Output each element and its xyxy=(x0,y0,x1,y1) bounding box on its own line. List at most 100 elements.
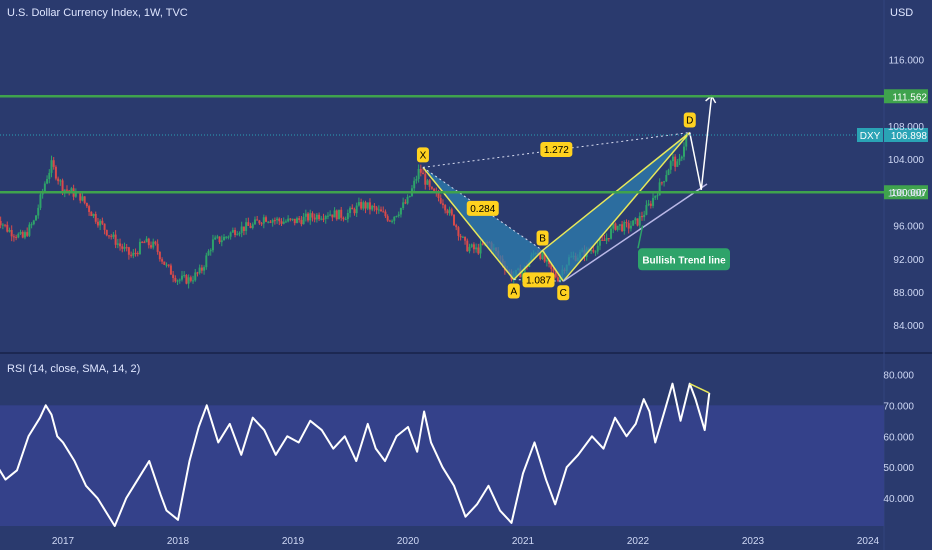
price-tick-label: 84.000 xyxy=(893,321,924,332)
candle-body xyxy=(282,221,285,224)
candle-body xyxy=(331,214,334,218)
candle-body xyxy=(311,213,314,218)
candle-body xyxy=(304,213,307,217)
candle-body xyxy=(1,224,4,226)
candle-body xyxy=(388,220,391,222)
candle-body xyxy=(242,226,245,231)
candle-body xyxy=(46,179,49,184)
candle-body xyxy=(399,208,402,215)
candle-body xyxy=(618,224,621,226)
price-pane-bg xyxy=(0,0,932,352)
candle-body xyxy=(654,195,657,198)
candle-body xyxy=(39,194,42,208)
candle-body xyxy=(375,207,378,211)
current-price-tag xyxy=(884,128,928,143)
candle-body xyxy=(470,244,473,247)
candle-body xyxy=(172,274,175,278)
candle-body xyxy=(338,209,340,220)
candle-body xyxy=(638,216,641,226)
candle-body xyxy=(101,220,104,224)
candle-body xyxy=(293,218,296,224)
candle-body xyxy=(629,225,632,229)
candle-body xyxy=(163,261,166,265)
candle-body xyxy=(214,237,217,240)
candle-body xyxy=(65,189,68,191)
candle-body xyxy=(590,250,593,252)
candle-body xyxy=(234,230,237,235)
candle-body xyxy=(200,267,203,271)
candle-body xyxy=(545,259,548,262)
candle-body xyxy=(114,234,117,245)
candle-body xyxy=(384,211,387,217)
pattern-point-marker xyxy=(416,147,429,163)
candle-body xyxy=(141,241,144,243)
candle-body xyxy=(406,196,409,204)
candle-body xyxy=(450,209,453,215)
candle-body xyxy=(318,214,321,220)
candle-body xyxy=(402,202,405,209)
candle-body xyxy=(278,218,281,222)
candle-body xyxy=(678,158,681,162)
candle-body xyxy=(408,195,411,197)
candle-body xyxy=(161,259,164,262)
candle-body xyxy=(83,196,86,203)
candle-body xyxy=(54,166,57,179)
rsi-divergence-line xyxy=(689,382,710,394)
candle-body xyxy=(397,214,400,217)
ratio-label: 1.087 xyxy=(526,275,551,286)
trend-callout-pointer xyxy=(637,225,644,249)
candle-body xyxy=(625,222,628,224)
candle-body xyxy=(267,221,270,223)
candle-body xyxy=(19,231,22,234)
candle-body xyxy=(324,216,327,219)
candle-body xyxy=(21,231,24,238)
candle-body xyxy=(309,213,312,221)
price-tick-label: 88.000 xyxy=(893,288,924,299)
level-tag xyxy=(884,89,928,104)
price-tick-label: 96.000 xyxy=(893,222,924,233)
axis-labels: 84.000 88.000 92.000 96.000 100.000 104.000 10… xyxy=(52,55,925,547)
candle-body xyxy=(395,216,398,218)
candle-body xyxy=(218,236,221,243)
candle-body xyxy=(57,178,60,182)
candle-body xyxy=(187,277,190,284)
candle-body xyxy=(649,203,652,206)
candle-body xyxy=(92,213,95,217)
candle-body xyxy=(634,218,637,221)
candle-body xyxy=(444,205,447,211)
candle-body xyxy=(258,220,261,224)
candle-body xyxy=(632,220,635,226)
candle-body xyxy=(377,209,380,211)
candle-body xyxy=(136,253,139,255)
candle-body xyxy=(326,215,329,217)
candle-body xyxy=(8,230,11,232)
candle-body xyxy=(103,223,106,230)
candle-body xyxy=(276,218,279,221)
pattern-point-label: D xyxy=(686,115,693,126)
candle-body xyxy=(322,218,325,220)
pattern-leg xyxy=(541,250,564,282)
candle-body xyxy=(127,247,130,255)
price-levels: 111.562 100.007 DXY 106.898 xyxy=(0,89,928,200)
trend-callout-label: Bullish Trend line xyxy=(642,255,726,266)
candle-body xyxy=(88,206,91,212)
candle-body xyxy=(48,172,51,180)
candle-body xyxy=(50,160,53,173)
candle-body xyxy=(623,222,626,232)
rsi-tick-label: 80.000 xyxy=(883,370,914,381)
candle-body xyxy=(37,207,40,216)
candle-body xyxy=(671,156,674,162)
candle-body xyxy=(603,239,606,241)
candle-body xyxy=(667,169,670,176)
candle-body xyxy=(70,188,73,192)
level-tag-label: 100.007 xyxy=(891,188,928,199)
candle-body xyxy=(147,238,150,246)
candle-body xyxy=(251,224,254,228)
candle-body xyxy=(353,209,356,214)
rsi-title: RSI (14, close, SMA, 14, 2) xyxy=(7,363,140,375)
candle-body xyxy=(52,160,55,167)
candle-body xyxy=(320,218,323,220)
candle-body xyxy=(329,214,332,216)
candle-body xyxy=(457,227,460,236)
price-tick-label: 104.000 xyxy=(888,155,925,166)
